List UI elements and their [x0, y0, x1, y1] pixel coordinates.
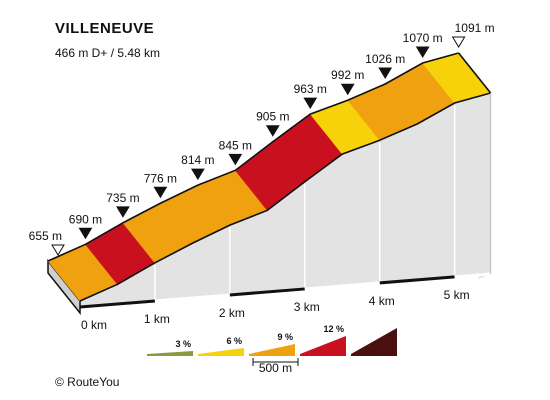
ground-segment [304, 281, 380, 291]
ground-segment [454, 272, 491, 279]
waypoint-marker-icon [378, 67, 393, 79]
grade-legend-label: 9 % [277, 332, 293, 342]
endpoint-marker-icon [451, 36, 466, 48]
waypoint-marker-icon [116, 206, 130, 218]
grade-legend-swatch [249, 344, 295, 356]
ground-segment [154, 293, 230, 303]
ground-segment [229, 287, 305, 297]
back-edge [47, 52, 459, 262]
ground-segment [79, 299, 156, 309]
waypoint-marker-icon [153, 186, 168, 199]
elevation-label: 845 m [219, 138, 252, 152]
scale-bar-label: 500 m [259, 361, 292, 375]
grade-legend-label: 6 % [226, 336, 242, 346]
elevation-label: 735 m [106, 191, 139, 205]
grade-legend-swatch [147, 351, 193, 356]
elevation-label: 1091 m [455, 21, 495, 35]
grade-legend-swatch [351, 328, 397, 356]
endpoint-marker-icon [51, 244, 65, 256]
elevation-label: 992 m [331, 68, 364, 82]
km-tick-label: 4 km [369, 294, 395, 308]
ground-segment [379, 275, 455, 285]
front-edge [79, 92, 491, 302]
km-tick-label: 3 km [294, 300, 320, 314]
km-tick-label: 2 km [219, 306, 245, 320]
elevation-label: 776 m [144, 171, 177, 185]
waypoint-marker-icon [415, 46, 430, 58]
grade-legend-swatch [198, 348, 244, 356]
waypoint-marker-icon [303, 97, 318, 110]
waypoint-marker-icon [78, 227, 93, 240]
grade-legend-swatch [300, 336, 346, 356]
km-tick-label: 1 km [144, 312, 170, 326]
copyright-notice: © RouteYou [55, 375, 120, 389]
waypoint-marker-icon [228, 153, 243, 166]
elevation-label: 1026 m [365, 52, 405, 66]
waypoint-marker-icon [340, 83, 355, 96]
elevation-label: 814 m [181, 153, 214, 167]
chart-title: VILLENEUVE [55, 20, 155, 37]
elevation-label: 905 m [256, 110, 289, 124]
grade-legend-label: 3 % [175, 339, 191, 349]
chart-subtitle: 466 m D+ / 5.48 km [55, 46, 161, 60]
end-edge [458, 52, 492, 94]
elevation-label: 690 m [69, 212, 102, 226]
waypoint-marker-icon [190, 168, 205, 181]
km-tick-label: 5 km [444, 288, 470, 302]
elevation-label: 655 m [29, 229, 62, 243]
front-wall [80, 93, 491, 307]
km-tick-label: 0 km [81, 318, 107, 332]
waypoint-marker-icon [265, 125, 280, 137]
grade-legend-label: 12 % [323, 324, 344, 334]
elevation-label: 963 m [294, 82, 327, 96]
elevation-label: 1070 m [403, 31, 443, 45]
